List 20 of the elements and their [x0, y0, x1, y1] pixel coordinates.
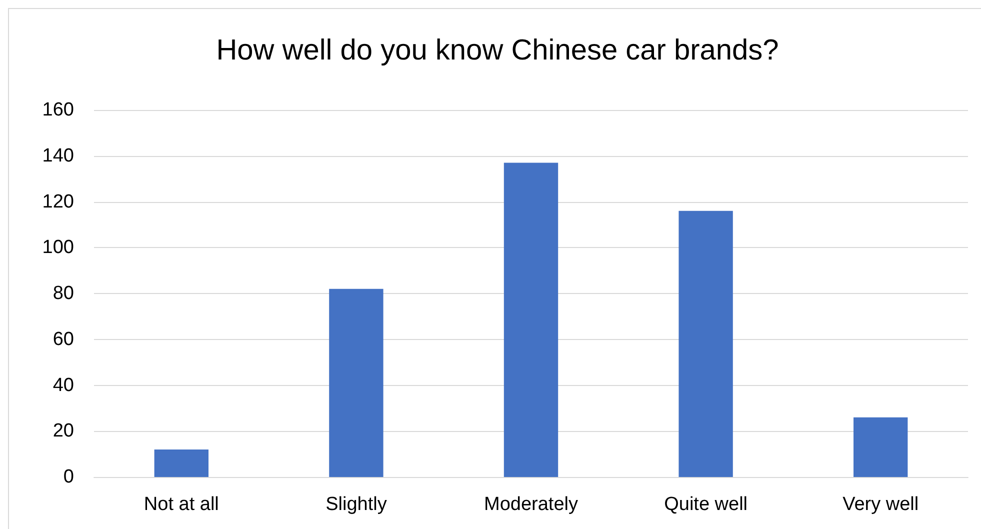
bar	[854, 417, 908, 477]
x-tick-label: Very well	[842, 494, 919, 515]
y-tick-label: 80	[52, 283, 74, 304]
y-tick-label: 40	[52, 374, 74, 396]
y-tick-label: 20	[52, 420, 74, 442]
bar	[154, 449, 208, 477]
bar	[504, 162, 558, 477]
x-tick-label: Slightly	[326, 494, 388, 515]
x-tick-label: Quite well	[664, 494, 748, 515]
y-tick-label: 100	[42, 237, 74, 258]
y-tick-label: 140	[42, 145, 74, 166]
x-tick-label: Moderately	[484, 494, 578, 515]
y-tick-label: 60	[52, 328, 74, 350]
y-tick-label: 0	[63, 466, 74, 488]
chart-title: How well do you know Chinese car brands?	[216, 34, 779, 66]
x-tick-label: Not at all	[144, 494, 219, 515]
bar	[329, 288, 384, 477]
y-tick-label: 120	[42, 191, 74, 212]
y-tick-label: 160	[42, 100, 74, 120]
bar	[678, 210, 733, 477]
